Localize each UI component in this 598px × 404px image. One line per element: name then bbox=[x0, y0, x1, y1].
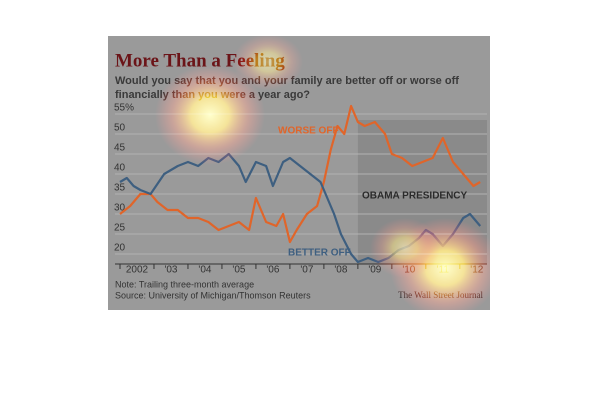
x-tick-label: '11 bbox=[437, 265, 450, 276]
source: Source: University of Michigan/Thomson R… bbox=[115, 290, 311, 300]
y-tick-label: 25 bbox=[114, 223, 126, 234]
x-tick-label: '03 bbox=[164, 265, 177, 276]
credit: The Wall Street Journal bbox=[398, 290, 483, 300]
chart-title: More Than a Feeling bbox=[115, 50, 285, 71]
x-tick-label: '07 bbox=[300, 265, 313, 276]
series-label: BETTER OFF bbox=[288, 248, 351, 259]
y-tick-label: 45 bbox=[114, 143, 126, 154]
x-tick-label: '12 bbox=[470, 265, 483, 276]
y-tick-label: 40 bbox=[114, 163, 126, 174]
y-tick-label: 20 bbox=[114, 243, 126, 254]
y-tick-label: 30 bbox=[114, 203, 126, 214]
subtitle-box: Would you say that you and your family a… bbox=[115, 75, 459, 101]
x-tick-label: '05 bbox=[232, 265, 245, 276]
highlight-label: OBAMA PRESIDENCY bbox=[362, 191, 468, 202]
x-tick-label: '09 bbox=[368, 265, 381, 276]
series-line bbox=[119, 104, 481, 244]
y-tick-label: 50 bbox=[114, 123, 126, 134]
x-tick-label: '10 bbox=[402, 265, 415, 276]
x-tick-label: '04 bbox=[198, 265, 211, 276]
y-tick-label: 35 bbox=[114, 183, 126, 194]
chart-subtitle: Would you say that you and your family a… bbox=[115, 75, 459, 101]
x-tick-label: '08 bbox=[334, 265, 347, 276]
note: Note: Trailing three-month average bbox=[115, 279, 254, 289]
y-tick-label: 55% bbox=[114, 103, 134, 114]
x-tick-label: '06 bbox=[266, 265, 279, 276]
x-tick-label: 2002 bbox=[126, 265, 149, 276]
series-label: WORSE OFF bbox=[278, 126, 339, 137]
